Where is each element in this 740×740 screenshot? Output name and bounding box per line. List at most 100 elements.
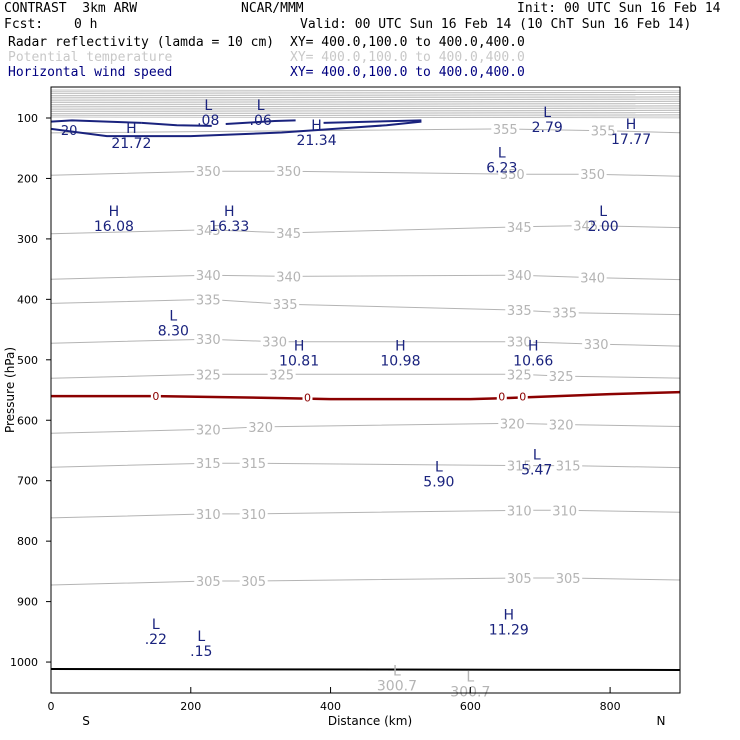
- y-tick-label: 800: [17, 535, 38, 548]
- wind-extremum-marker: L: [204, 98, 212, 114]
- wind-extremum-marker: L: [543, 105, 551, 121]
- theta-contour-lines: [50, 89, 681, 586]
- forecast-hour: 0 h: [74, 17, 98, 32]
- axes: 0 200 400 600 800100200300400500600700800900…: [10, 112, 621, 713]
- theta-contour-strat: [50, 109, 681, 111]
- init-time: Init: 00 UTC Sun 16 Feb 14: [517, 1, 721, 16]
- theta-contour-strat: [50, 104, 681, 106]
- theta-label-bg: [194, 455, 223, 471]
- theta-contour-305: [50, 577, 681, 586]
- theta-contour-label: 330: [584, 338, 609, 353]
- wind-contour-20: [50, 120, 422, 138]
- theta-contour-strat: [50, 95, 681, 97]
- theta-extremum-marker: L: [466, 669, 474, 685]
- theta-label-bg: [239, 573, 268, 589]
- x-tick-label: 800: [600, 700, 621, 713]
- reflectivity-contour-label: 0: [304, 391, 311, 404]
- theta-label-bg: [578, 166, 607, 182]
- theta-contour-label: 355: [493, 123, 518, 138]
- field-name-reflectivity: Radar reflectivity (lamda = 10 cm): [8, 35, 275, 50]
- wind-extremum-value: 17.77: [611, 132, 651, 148]
- theta-label-bg: [498, 166, 527, 182]
- x-axis-label: Distance (km): [328, 714, 412, 728]
- theta-contour-315: [50, 462, 681, 469]
- theta-contour-strat: [50, 102, 681, 104]
- wind-extremum-value: 10.98: [380, 354, 420, 370]
- theta-contour-label: 345: [507, 221, 532, 236]
- wind-contour-upper: [50, 119, 142, 124]
- wind-extremum-marker: H: [126, 121, 137, 137]
- theta-contour-label: 325: [269, 368, 294, 383]
- theta-label-bg: [239, 455, 268, 471]
- theta-contour-label: 330: [507, 336, 532, 351]
- theta-label-bg: [589, 122, 618, 138]
- wind-extremum-value: 2.79: [532, 120, 563, 136]
- theta-contour-label: 325: [549, 370, 574, 385]
- x-tick-label: 0: [48, 700, 55, 713]
- wind-extremum-marker: L: [257, 98, 265, 114]
- theta-contour-320: [50, 422, 681, 434]
- chart-marks: 355 355 350 350 350 350 345 345 345 345 340 340 340 3…: [61, 98, 651, 700]
- theta-contour-label: 335: [552, 307, 577, 322]
- theta-contour-label: 330: [196, 333, 221, 348]
- reflectivity-zero-contour: [51, 390, 681, 401]
- wind-extremum-value: 16.33: [209, 219, 249, 235]
- x-tick-label: 600: [460, 700, 481, 713]
- x-axis-south-label: S: [82, 714, 90, 728]
- reflectivity-contour-label: 0: [519, 391, 526, 404]
- wind-extremum-marker: H: [109, 204, 120, 220]
- wind-extremum-marker: L: [169, 309, 177, 325]
- theta-label-bg: [505, 502, 534, 518]
- field-xy-theta: XY= 400.0,100.0 to 400.0,400.0: [290, 50, 525, 65]
- wind-extremum-marker: H: [626, 117, 637, 133]
- theta-label-bg: [498, 415, 527, 431]
- x-tick-label: 400: [320, 700, 341, 713]
- theta-contour-strat: [50, 98, 681, 101]
- valid-time: Valid: 00 UTC Sun 16 Feb 14 (10 ChT Sun …: [300, 17, 692, 32]
- theta-contour-355: [50, 128, 681, 134]
- theta-contour-label: 315: [241, 457, 266, 472]
- theta-label-bg: [550, 502, 579, 518]
- wind-contour-segment: [141, 121, 212, 127]
- theta-contour-strat: [50, 116, 681, 119]
- wind-extremum-marker: L: [152, 617, 160, 633]
- theta-contour-label: 335: [273, 298, 298, 313]
- theta-label-bg: [194, 573, 223, 589]
- theta-label-bg: [550, 304, 579, 320]
- y-tick-label: 1000: [10, 656, 38, 669]
- x-tick-label: 200: [180, 700, 201, 713]
- wind-extremum-value: .08: [197, 113, 219, 129]
- y-tick-label: 300: [17, 233, 38, 246]
- wind-extremum-marker: H: [224, 204, 235, 220]
- theta-contour-label: 310: [507, 504, 532, 519]
- theta-label-bg: [271, 296, 300, 312]
- wind-contour-label: 20: [61, 124, 78, 139]
- y-tick-label: 600: [17, 414, 38, 427]
- theta-label-bg: [578, 269, 607, 285]
- theta-label-bg: [491, 120, 520, 136]
- wind-extremum-value: 10.66: [513, 354, 553, 370]
- wind-extremum-marker: H: [504, 608, 515, 624]
- theta-label-bg: [260, 333, 289, 349]
- theta-contour-label: 305: [507, 572, 532, 587]
- theta-label-bg: [194, 421, 223, 437]
- x-axis-north-label: N: [657, 714, 666, 728]
- theta-label-bg: [582, 336, 611, 352]
- theta-label-bg: [505, 267, 534, 283]
- theta-contour-strat: [50, 100, 681, 102]
- wind-extremum-marker: H: [311, 118, 322, 134]
- reflectivity-label-bg: [302, 391, 313, 404]
- wind-extremum-value: 11.29: [489, 623, 529, 639]
- theta-extremum-value: 300.7: [377, 678, 417, 694]
- theta-label-bg: [554, 570, 583, 586]
- theta-contour-label: 320: [549, 418, 574, 433]
- theta-contour-strat: [50, 107, 681, 110]
- theta-label-bg: [194, 163, 223, 179]
- theta-contour-label: 330: [262, 336, 287, 351]
- theta-contour-strat: [50, 114, 681, 117]
- wind-extremum-value: 10.81: [279, 354, 319, 370]
- wind-extremum-value: .22: [145, 632, 167, 648]
- theta-contour-label: 350: [580, 168, 605, 183]
- theta-label-bg: [505, 366, 534, 382]
- wind-extremum-marker: L: [197, 629, 205, 645]
